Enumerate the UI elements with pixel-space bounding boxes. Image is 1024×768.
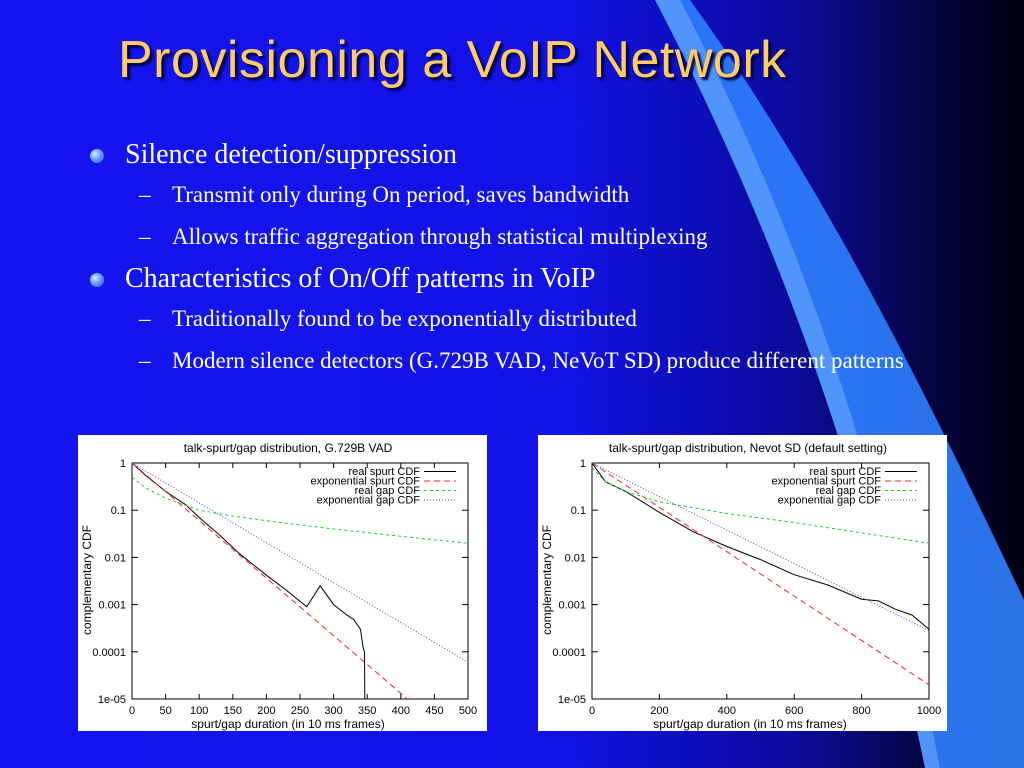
y-tick-label: 1 (120, 458, 126, 470)
slide-title: Provisioning a VoIP Network (118, 31, 787, 89)
chart-nevot-sd-svg: talk-spurt/gap distribution, Nevot SD (d… (540, 441, 941, 731)
sub-bullet-text: Modern silence detectors (G.729B VAD, Ne… (172, 348, 904, 373)
x-tick-label: 250 (291, 705, 309, 717)
x-tick-label: 400 (392, 705, 410, 717)
legend-label: exponential gap CDF (778, 495, 882, 507)
chart-marks: 0 50 100 150 200 250 300 350 400 450 500 1e-05 0.000… (92, 458, 477, 717)
legend-label: exponential spurt CDF (311, 476, 421, 488)
legend-label: exponential spurt CDF (772, 476, 882, 488)
series-line (591, 462, 930, 630)
x-tick-label: 350 (358, 705, 376, 717)
y-tick-label: 0.001 (558, 600, 586, 612)
legend-label: real spurt CDF (348, 466, 420, 478)
x-axis-label: spurt/gap duration (in 10 ms frames) (653, 717, 846, 731)
y-axis-label: complementary CDF (80, 525, 94, 635)
chart-g729b: talk-spurt/gap distribution, G.729B VAD … (78, 435, 487, 731)
legend-label: real spurt CDF (809, 466, 881, 478)
series-line (591, 467, 930, 544)
x-tick-label: 200 (650, 705, 668, 717)
dash-icon: – (139, 182, 151, 207)
bullet-dot-icon (90, 149, 104, 163)
y-tick-label: 1e-05 (98, 694, 126, 706)
x-tick-label: 300 (324, 705, 342, 717)
chart-title: talk-spurt/gap distribution, G.729B VAD (184, 441, 393, 455)
bullet-dot-icon (90, 273, 104, 287)
y-tick-label: 0.01 (565, 552, 586, 564)
sub-bullet-item: – Allows traffic aggregation through sta… (88, 220, 908, 254)
chart-nevot-sd: talk-spurt/gap distribution, Nevot SD (d… (538, 435, 947, 731)
y-tick-label: 1e-05 (558, 694, 586, 706)
y-axis-label: complementary CDF (540, 525, 554, 635)
x-tick-label: 50 (159, 705, 171, 717)
series-line (131, 462, 469, 663)
y-tick-label: 0.01 (105, 552, 126, 564)
series-line (131, 462, 408, 700)
bullet-item: Characteristics of On/Off patterns in Vo… (88, 262, 908, 296)
bullet-text: Silence detection/suppression (125, 139, 458, 170)
chart-title: talk-spurt/gap distribution, Nevot SD (d… (609, 441, 887, 455)
y-tick-label: 0.1 (571, 505, 586, 517)
x-axis-label: spurt/gap duration (in 10 ms frames) (191, 717, 384, 731)
sub-bullet-text: Traditionally found to be exponentially … (172, 306, 637, 331)
series-line (591, 462, 930, 686)
y-tick-label: 0.0001 (552, 647, 586, 659)
x-tick-label: 0 (589, 705, 595, 717)
sub-bullet-text: Transmit only during On period, saves ba… (172, 182, 630, 207)
chart-g729b-svg: talk-spurt/gap distribution, G.729B VAD … (80, 441, 477, 731)
x-tick-label: 800 (852, 705, 870, 717)
sub-bullet-item: – Traditionally found to be exponentiall… (88, 302, 908, 336)
plot-frame (591, 462, 930, 700)
sub-bullet-text: Allows traffic aggregation through stati… (172, 224, 708, 249)
series-line (131, 462, 366, 700)
dash-icon: – (139, 306, 151, 331)
bullet-list: Silence detection/suppression – Transmit… (88, 138, 908, 385)
x-tick-label: 0 (129, 705, 135, 717)
y-tick-label: 0.001 (98, 600, 126, 612)
x-tick-label: 400 (718, 705, 736, 717)
bullet-text: Characteristics of On/Off patterns in Vo… (125, 263, 596, 294)
y-tick-label: 1 (580, 458, 586, 470)
sub-bullet-item: – Modern silence detectors (G.729B VAD, … (88, 344, 908, 377)
x-tick-label: 100 (190, 705, 208, 717)
bullet-item: Silence detection/suppression (88, 138, 908, 172)
dash-icon: – (139, 224, 151, 249)
legend-label: exponential gap CDF (317, 495, 421, 507)
x-tick-label: 600 (785, 705, 803, 717)
series-line (131, 476, 469, 544)
y-tick-label: 0.1 (111, 505, 126, 517)
x-tick-label: 1000 (917, 705, 941, 717)
chart-marks: 0 200 400 600 800 1000 1e-05 0.0001 0.001 0.01 0.1… (552, 458, 941, 717)
x-tick-label: 150 (224, 705, 242, 717)
sub-bullet-item: – Transmit only during On period, saves … (88, 178, 908, 212)
x-tick-label: 200 (257, 705, 275, 717)
legend-label: real gap CDF (355, 485, 421, 497)
x-tick-label: 450 (425, 705, 443, 717)
legend-label: real gap CDF (816, 485, 882, 497)
dash-icon: – (139, 348, 151, 373)
x-tick-label: 500 (459, 705, 477, 717)
y-tick-label: 0.0001 (92, 647, 126, 659)
